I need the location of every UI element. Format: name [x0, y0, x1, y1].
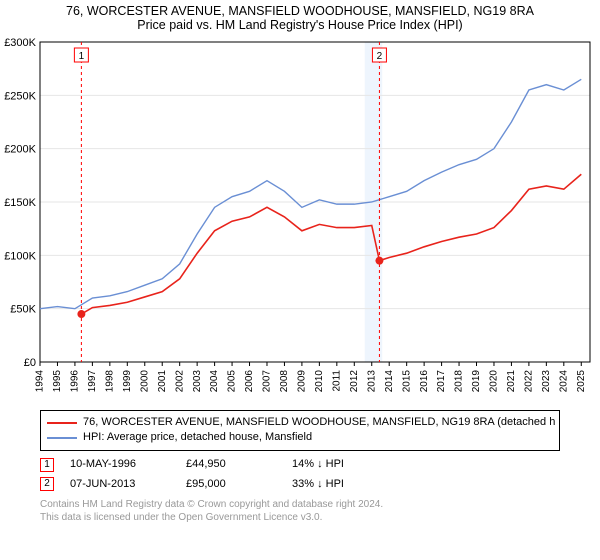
event-price: £44,950	[186, 455, 276, 475]
event-date: 07-JUN-2013	[70, 475, 170, 495]
event-index-box: 2	[40, 477, 54, 491]
footer-line2: This data is licensed under the Open Gov…	[40, 511, 560, 524]
svg-text:2015: 2015	[401, 370, 412, 393]
legend-label: 76, WORCESTER AVENUE, MANSFIELD WOODHOUS…	[83, 415, 555, 430]
legend-swatch	[47, 437, 77, 439]
svg-text:2024: 2024	[558, 370, 569, 393]
title-address: 76, WORCESTER AVENUE, MANSFIELD WOODHOUS…	[8, 4, 592, 18]
attribution: Contains HM Land Registry data © Crown c…	[40, 498, 560, 524]
svg-text:2000: 2000	[139, 370, 150, 393]
svg-text:2002: 2002	[174, 370, 185, 393]
legend-label: HPI: Average price, detached house, Mans…	[83, 430, 312, 445]
title-subtitle: Price paid vs. HM Land Registry's House …	[8, 18, 592, 32]
svg-text:2020: 2020	[489, 370, 500, 393]
svg-text:2: 2	[377, 51, 383, 62]
svg-text:2006: 2006	[244, 370, 255, 393]
legend-swatch	[47, 422, 77, 424]
svg-text:2007: 2007	[262, 370, 273, 393]
event-row: 1 10-MAY-1996 £44,950 14% ↓ HPI	[40, 455, 560, 475]
legend-item: 76, WORCESTER AVENUE, MANSFIELD WOODHOUS…	[47, 415, 553, 430]
svg-text:1: 1	[79, 51, 85, 62]
chart-svg: £0 £50K £100K £150K £200K £250K £300K 1994 1995 1…	[0, 34, 600, 404]
event-delta: 33% ↓ HPI	[292, 475, 560, 495]
footer-line1: Contains HM Land Registry data © Crown c…	[40, 498, 560, 511]
events-table: 1 10-MAY-1996 £44,950 14% ↓ HPI 2 07-JUN-2013…	[40, 455, 560, 495]
title-block: 76, WORCESTER AVENUE, MANSFIELD WOODHOUS…	[0, 0, 600, 34]
chart: £0 £50K £100K £150K £200K £250K £300K 1994 1995 1…	[0, 34, 600, 404]
svg-text:2014: 2014	[384, 370, 395, 393]
svg-text:£150K: £150K	[4, 197, 36, 209]
svg-text:1998: 1998	[104, 370, 115, 393]
svg-text:1994: 1994	[35, 370, 46, 393]
event-row: 2 07-JUN-2013 £95,000 33% ↓ HPI	[40, 475, 560, 495]
svg-text:2023: 2023	[541, 370, 552, 393]
svg-text:2001: 2001	[157, 370, 168, 393]
svg-text:1997: 1997	[87, 370, 98, 393]
svg-text:2011: 2011	[331, 370, 342, 392]
svg-text:2016: 2016	[419, 370, 430, 393]
svg-text:£50K: £50K	[10, 304, 36, 316]
svg-text:2017: 2017	[436, 370, 447, 393]
svg-text:2012: 2012	[349, 370, 360, 393]
legend-item: HPI: Average price, detached house, Mans…	[47, 430, 553, 445]
svg-text:£100K: £100K	[4, 250, 36, 262]
svg-text:2021: 2021	[506, 370, 517, 393]
svg-text:1999: 1999	[122, 370, 133, 393]
svg-text:2013: 2013	[366, 370, 377, 393]
svg-text:£250K: £250K	[4, 90, 36, 102]
event-index-box: 1	[40, 458, 54, 472]
svg-text:£300K: £300K	[4, 37, 36, 49]
svg-text:2008: 2008	[279, 370, 290, 393]
svg-text:2009: 2009	[297, 370, 308, 393]
svg-text:1995: 1995	[52, 370, 63, 393]
root: 76, WORCESTER AVENUE, MANSFIELD WOODHOUS…	[0, 0, 600, 560]
svg-text:£200K: £200K	[4, 144, 36, 156]
event-date: 10-MAY-1996	[70, 455, 170, 475]
svg-text:2018: 2018	[454, 370, 465, 393]
svg-text:£0: £0	[24, 357, 36, 369]
svg-text:2019: 2019	[471, 370, 482, 393]
event-price: £95,000	[186, 475, 276, 495]
svg-text:1996: 1996	[70, 370, 81, 393]
event-delta: 14% ↓ HPI	[292, 455, 560, 475]
svg-text:2004: 2004	[209, 370, 220, 393]
svg-text:2010: 2010	[314, 370, 325, 393]
svg-text:2005: 2005	[227, 370, 238, 393]
svg-text:2025: 2025	[576, 370, 587, 393]
svg-text:2022: 2022	[524, 370, 535, 393]
legend: 76, WORCESTER AVENUE, MANSFIELD WOODHOUS…	[40, 410, 560, 451]
svg-text:2003: 2003	[192, 370, 203, 393]
